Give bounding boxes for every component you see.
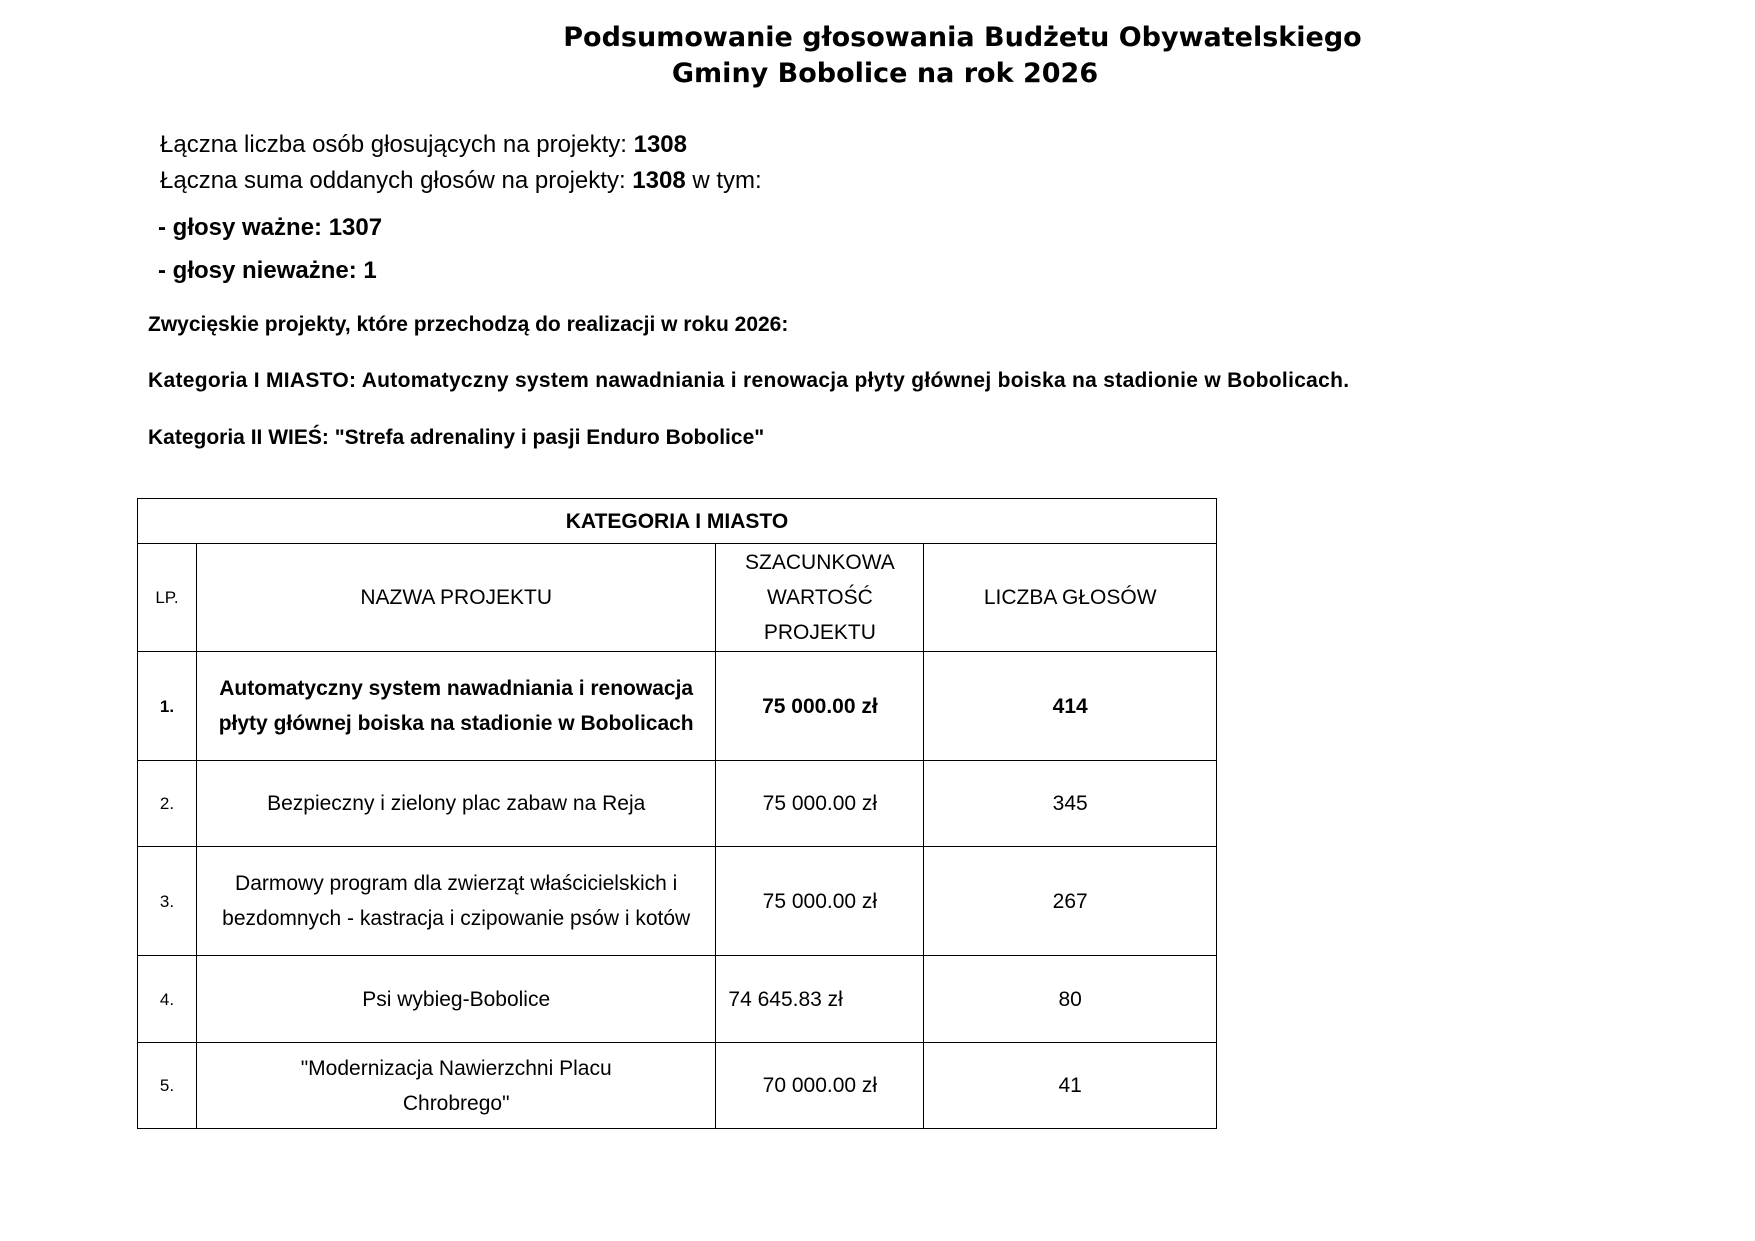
table-row: 3. Darmowy program dla zwierząt właścici… — [137, 846, 1217, 956]
row-lp: 2. — [137, 760, 197, 847]
header-name: NAZWA PROJEKTU — [195, 543, 717, 652]
row-lp: 4. — [137, 955, 197, 1043]
winners-heading: Zwycięskie projekty, które przechodzą do… — [148, 313, 789, 336]
row-lp: 5. — [137, 1042, 197, 1129]
votes-count: Łączna suma oddanych głosów na projekty:… — [160, 167, 762, 195]
row-value: 75 000.00 zł — [715, 760, 925, 847]
document-title-line2: Gminy Bobolice na rok 2026 — [671, 58, 1099, 89]
row-name: Psi wybieg-Bobolice — [195, 955, 717, 1043]
header-value: SZACUNKOWA WARTOŚĆ PROJEKTU — [715, 543, 925, 652]
row-votes: 414 — [923, 651, 1217, 761]
votes-value: 1308 — [632, 167, 686, 194]
row-value: 75 000.00 zł — [715, 846, 925, 956]
table-row: 4. Psi wybieg-Bobolice 74 645.83 zł 80 — [137, 955, 1217, 1043]
row-votes: 41 — [923, 1042, 1217, 1129]
row-name: Bezpieczny i zielony plac zabaw na Reja — [195, 760, 717, 847]
table-row: 5. "Modernizacja Nawierzchni Placu Chrob… — [137, 1042, 1217, 1129]
header-votes: LICZBA GŁOSÓW — [923, 543, 1217, 652]
table-caption: KATEGORIA I MIASTO — [137, 498, 1217, 544]
row-votes: 80 — [923, 955, 1217, 1043]
row-value: 75 000.00 zł — [715, 651, 925, 761]
votes-label: Łączna suma oddanych głosów na projekty: — [160, 167, 633, 194]
voters-label: Łączna liczba osób głosujących na projek… — [160, 131, 634, 158]
row-name: Darmowy program dla zwierząt właściciels… — [195, 846, 717, 956]
table-row: 2. Bezpieczny i zielony plac zabaw na Re… — [137, 760, 1217, 847]
votes-suffix: w tym: — [685, 167, 762, 194]
row-votes: 345 — [923, 760, 1217, 847]
valid-votes: - głosy ważne: 1307 — [158, 214, 383, 241]
row-name: "Modernizacja Nawierzchni Placu Chrobreg… — [195, 1042, 717, 1129]
row-lp: 3. — [137, 846, 197, 956]
table-row: 1. Automatyczny system nawadniania i ren… — [137, 651, 1217, 761]
voters-count: Łączna liczba osób głosujących na projek… — [160, 131, 687, 159]
winner-category-1: Kategoria I MIASTO: Automatyczny system … — [148, 369, 1350, 392]
row-votes: 267 — [923, 846, 1217, 956]
row-lp: 1. — [137, 651, 197, 761]
row-value: 74 645.83 zł — [715, 955, 925, 1043]
results-table: KATEGORIA I MIASTO LP. NAZWA PROJEKTU SZ… — [137, 498, 1217, 1129]
row-value: 70 000.00 zł — [715, 1042, 925, 1129]
voters-value: 1308 — [633, 131, 687, 158]
header-lp: LP. — [137, 543, 197, 652]
winner-category-2: Kategoria II WIEŚ: "Strefa adrenaliny i … — [148, 426, 765, 449]
document-title-line1: Podsumowanie głosowania Budżetu Obywatel… — [563, 22, 1362, 53]
row-name: Automatyczny system nawadniania i renowa… — [195, 651, 717, 761]
invalid-votes: - głosy nieważne: 1 — [158, 257, 377, 284]
